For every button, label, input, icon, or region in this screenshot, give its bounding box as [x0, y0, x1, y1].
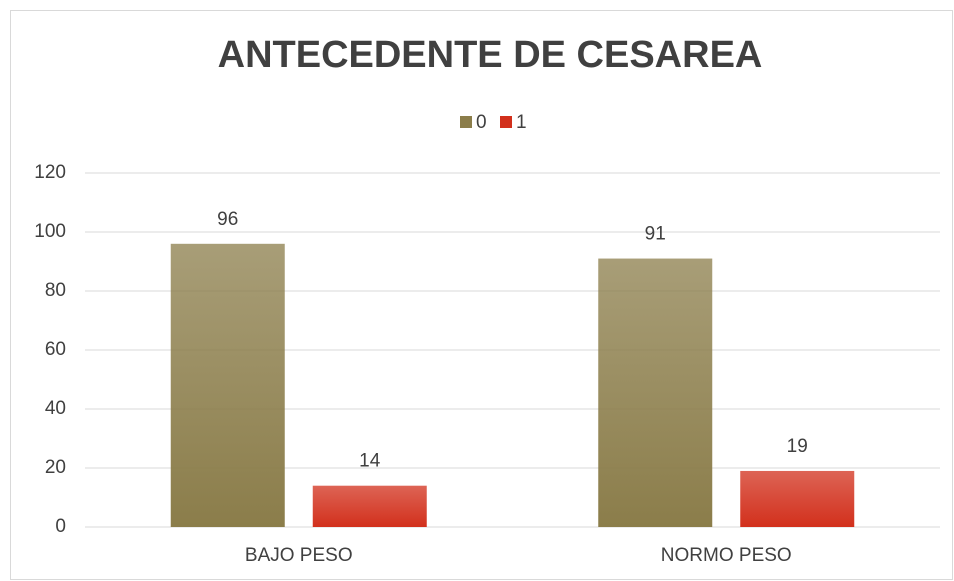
legend-swatch: [460, 116, 472, 128]
chart-title: ANTECEDENTE DE CESAREA: [218, 34, 763, 76]
value-label: 96: [217, 209, 238, 230]
x-tick-label: NORMO PESO: [661, 545, 792, 566]
value-label: 14: [359, 451, 381, 472]
x-tick-label: BAJO PESO: [245, 545, 353, 566]
y-tick-label: 20: [45, 457, 66, 478]
value-label: 91: [645, 224, 666, 245]
y-tick-label: 60: [45, 339, 66, 360]
bar: [598, 258, 713, 527]
value-label: 19: [787, 436, 808, 457]
y-tick-label: 80: [45, 280, 66, 301]
bar: [312, 485, 427, 527]
legend-swatch: [500, 116, 512, 128]
bar: [740, 470, 855, 527]
legend-label: 0: [476, 112, 487, 133]
y-tick-label: 0: [55, 516, 66, 537]
legend-label: 1: [516, 112, 527, 133]
bar: [170, 243, 285, 528]
y-tick-label: 40: [45, 398, 66, 419]
y-tick-label: 100: [34, 221, 66, 242]
y-tick-label: 120: [34, 162, 66, 183]
